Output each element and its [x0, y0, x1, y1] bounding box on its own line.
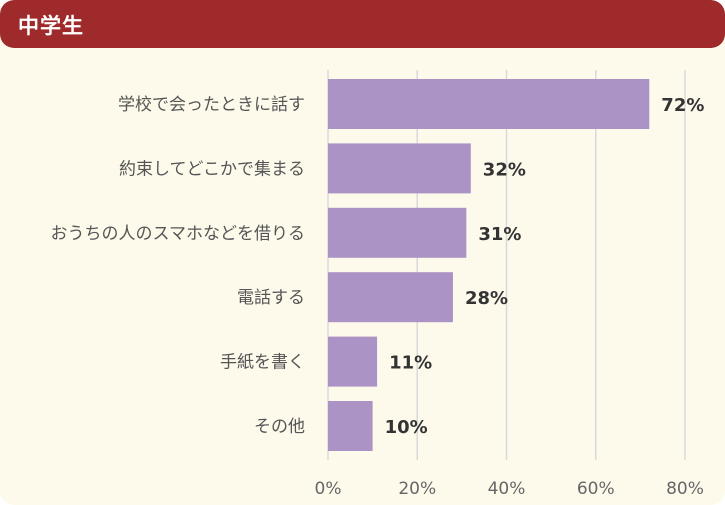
value-label: 72% — [661, 95, 704, 116]
value-label: 28% — [465, 288, 508, 309]
value-label: 11% — [389, 353, 432, 374]
category-label: おうちの人のスマホなどを借りる — [51, 224, 306, 244]
x-tick-label: 80% — [666, 479, 704, 499]
bar — [328, 207, 467, 258]
chart-title: 中学生 — [18, 14, 84, 38]
value-label: 32% — [483, 159, 526, 180]
chart-header: 中学生 — [0, 0, 725, 48]
category-label: その他 — [254, 417, 305, 437]
bar — [328, 401, 373, 451]
bar — [328, 336, 378, 387]
x-tick-label: 20% — [398, 479, 436, 499]
x-tick-label: 60% — [577, 479, 615, 499]
category-label: 学校で会ったときに話す — [118, 95, 305, 115]
category-label: 手紙を書く — [220, 353, 305, 373]
value-label: 10% — [385, 417, 428, 438]
bar — [328, 272, 453, 323]
x-tick-label: 40% — [488, 479, 526, 499]
bar — [328, 143, 471, 194]
category-label: 電話する — [237, 288, 305, 308]
category-label: 約束してどこかで集まる — [119, 159, 305, 179]
value-label: 31% — [478, 224, 521, 245]
bar — [328, 79, 650, 129]
x-tick-label: 0% — [315, 479, 342, 499]
